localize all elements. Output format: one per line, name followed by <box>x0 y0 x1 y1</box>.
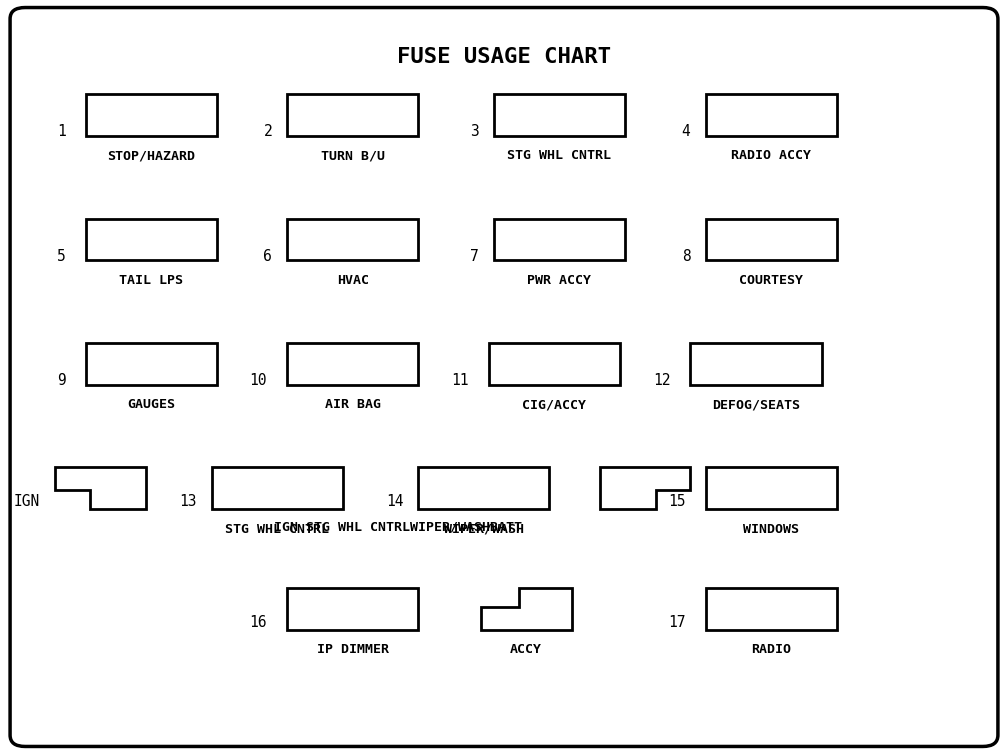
Bar <box>287 588 418 630</box>
Text: CIG/ACCY: CIG/ACCY <box>522 398 587 411</box>
Text: STG WHL CNTRL: STG WHL CNTRL <box>225 523 330 535</box>
Text: DEFOG/SEATS: DEFOG/SEATS <box>712 398 800 411</box>
Bar <box>494 219 625 260</box>
Bar <box>212 467 343 509</box>
Bar <box>706 588 837 630</box>
Text: 6: 6 <box>263 249 272 264</box>
Text: IGN: IGN <box>14 494 40 509</box>
Text: COURTESY: COURTESY <box>739 274 803 287</box>
Text: IGN STG WHL CNTRLWIPER/WASHBATT: IGN STG WHL CNTRLWIPER/WASHBATT <box>274 520 522 533</box>
Polygon shape <box>600 467 690 509</box>
Text: 5: 5 <box>56 249 66 264</box>
Polygon shape <box>481 588 572 630</box>
Text: STG WHL CNTRL: STG WHL CNTRL <box>507 149 612 162</box>
Text: 7: 7 <box>470 249 479 264</box>
Bar <box>706 219 837 260</box>
Text: RADIO: RADIO <box>751 643 791 656</box>
Bar <box>86 219 217 260</box>
Text: RADIO ACCY: RADIO ACCY <box>731 149 811 162</box>
Bar <box>706 94 837 136</box>
Bar <box>690 343 822 385</box>
Text: 2: 2 <box>263 124 272 139</box>
Bar <box>287 94 418 136</box>
FancyBboxPatch shape <box>10 8 998 746</box>
Text: 11: 11 <box>452 373 469 388</box>
Text: 9: 9 <box>56 373 66 388</box>
Text: TAIL LPS: TAIL LPS <box>119 274 183 287</box>
Text: 12: 12 <box>653 373 670 388</box>
Text: 4: 4 <box>681 124 690 139</box>
Bar <box>287 343 418 385</box>
Text: 1: 1 <box>56 124 66 139</box>
Bar <box>418 467 549 509</box>
Text: ACCY: ACCY <box>510 643 542 656</box>
Text: AIR BAG: AIR BAG <box>325 398 381 411</box>
Text: HVAC: HVAC <box>337 274 369 287</box>
Text: GAUGES: GAUGES <box>127 398 175 411</box>
Text: WINDOWS: WINDOWS <box>743 523 799 535</box>
Bar <box>86 343 217 385</box>
Text: 13: 13 <box>179 494 197 509</box>
Text: 8: 8 <box>681 249 690 264</box>
Bar <box>494 94 625 136</box>
Text: 16: 16 <box>250 615 267 630</box>
Text: 17: 17 <box>668 615 685 630</box>
Polygon shape <box>55 467 146 509</box>
Bar <box>287 219 418 260</box>
Text: 15: 15 <box>668 494 685 509</box>
Text: 3: 3 <box>470 124 479 139</box>
Text: WIPER/WASH: WIPER/WASH <box>444 523 524 535</box>
Text: PWR ACCY: PWR ACCY <box>527 274 592 287</box>
Bar <box>86 94 217 136</box>
Text: TURN B/U: TURN B/U <box>321 149 385 162</box>
Bar <box>706 467 837 509</box>
Text: FUSE USAGE CHART: FUSE USAGE CHART <box>397 47 611 66</box>
Text: 14: 14 <box>386 494 403 509</box>
Text: STOP/HAZARD: STOP/HAZARD <box>107 149 196 162</box>
Bar <box>489 343 620 385</box>
Text: 10: 10 <box>250 373 267 388</box>
Text: IP DIMMER: IP DIMMER <box>317 643 389 656</box>
